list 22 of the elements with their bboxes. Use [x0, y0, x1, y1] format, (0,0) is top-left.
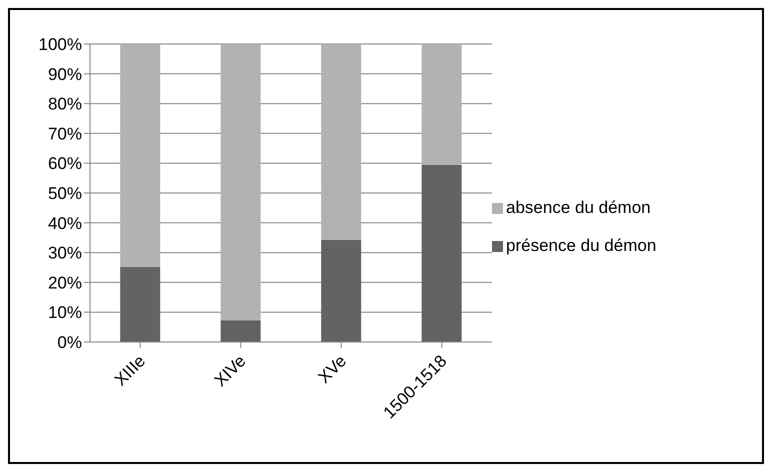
- bar: [321, 44, 362, 240]
- y-tick-label: 30%: [48, 244, 82, 263]
- bar: [321, 240, 362, 342]
- y-tick-label: 100%: [38, 35, 82, 54]
- legend-label: présence du démon: [506, 236, 656, 256]
- legend-label: absence du démon: [506, 198, 651, 218]
- bar: [120, 266, 160, 342]
- y-tick-label: 10%: [48, 303, 82, 322]
- y-tick-label: 0%: [57, 333, 82, 352]
- bar: [422, 44, 462, 165]
- y-tick-label: 40%: [48, 214, 82, 233]
- bar: [422, 164, 462, 342]
- y-tick-label: 80%: [48, 94, 82, 114]
- y-tick-label: 50%: [48, 184, 82, 204]
- y-tick-label: 90%: [48, 64, 82, 84]
- y-tick-label: 60%: [48, 154, 82, 174]
- bar: [220, 320, 261, 342]
- y-tick-label: 70%: [48, 124, 82, 144]
- x-tick-label: XVe: [314, 351, 350, 387]
- bar: [120, 44, 160, 267]
- y-tick-label: 20%: [48, 273, 82, 292]
- bar: [220, 44, 261, 320]
